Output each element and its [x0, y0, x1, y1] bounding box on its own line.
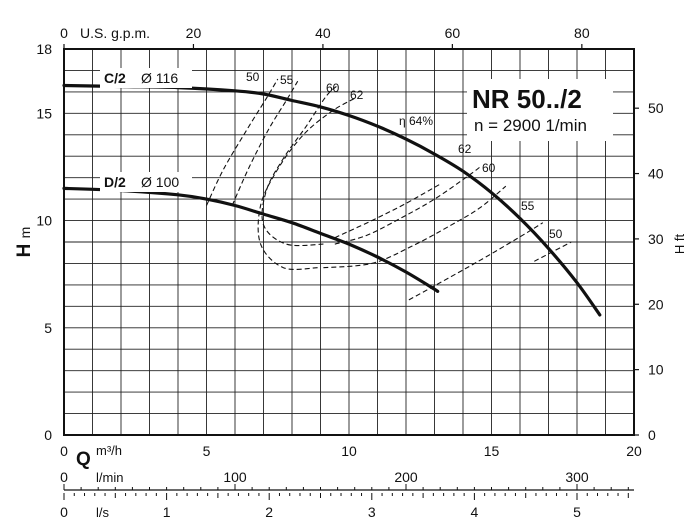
gpm-tick-label: 20: [186, 25, 202, 41]
efficiency-curve-4: [334, 183, 441, 239]
chart-title: NR 50../2: [472, 84, 582, 114]
eff-label-55-right: 55: [521, 199, 535, 213]
q-axis-label: Q: [76, 449, 91, 470]
eff-label-62-left: 62: [350, 88, 364, 102]
c2-label-bg: [100, 68, 192, 88]
q-m3h-tick-label: 5: [203, 443, 211, 459]
efficiency-curve-2: [261, 85, 338, 247]
d2-label-bg: [100, 172, 192, 192]
ls-tick-label: 1: [163, 504, 171, 520]
efficiency-curve-0: [206, 78, 279, 206]
efficiency-curve-1: [231, 80, 299, 206]
chart-grid: [64, 49, 634, 435]
lmin-tick-label: 200: [394, 469, 418, 485]
h-m-axis-label: H m: [14, 227, 35, 258]
head-curve-D2: [62, 186, 440, 293]
eff-label-50-right: 50: [549, 227, 563, 241]
h-m-tick-label: 10: [36, 213, 52, 229]
gpm-tick-label: 0: [60, 25, 68, 41]
q-m3h-tick-label: 10: [341, 443, 357, 459]
h-ft-tick-label: 30: [648, 231, 664, 247]
eff-label-60-left: 60: [326, 81, 340, 95]
h-ft-tick-label: 0: [648, 427, 656, 443]
efficiency-curve-3: [257, 97, 355, 271]
q-m3h-unit-label: m³/h: [96, 443, 122, 458]
eff-label-60-right: 60: [482, 161, 496, 175]
h-m-tick-label: 5: [44, 320, 52, 336]
h-m-tick-label: 15: [36, 105, 52, 121]
q-m3h-tick-label: 0: [60, 443, 68, 459]
gpm-axis-label: U.S. g.p.m.: [80, 25, 150, 41]
ls-axis-label: l/s: [96, 505, 110, 520]
q-m3h-tick-label: 15: [484, 443, 500, 459]
gpm-tick-label: 40: [315, 25, 331, 41]
eff-label-62-right: 62: [458, 142, 472, 156]
d2-diameter-label: Ø 100: [141, 174, 179, 190]
ls-tick-label: 2: [265, 504, 273, 520]
h-ft-tick-label: 10: [648, 362, 664, 378]
d2-curve-label: D/2: [104, 174, 126, 190]
head-curve-C2: [62, 83, 602, 317]
h-ft-tick-label: 20: [648, 296, 664, 312]
ls-tick-label: 0: [60, 504, 68, 520]
gpm-tick-label: 80: [574, 25, 590, 41]
lmin-axis-label: l/min: [96, 470, 123, 485]
efficiency-curve-6: [323, 185, 507, 269]
h-ft-tick-label: 40: [648, 166, 664, 182]
ls-tick-label: 3: [368, 504, 376, 520]
eff-label-64: η 64%: [399, 114, 433, 128]
q-m3h-tick-label: 20: [626, 443, 642, 459]
ls-tick-label: 5: [573, 504, 581, 520]
chart-subtitle: n = 2900 1/min: [474, 116, 587, 135]
head-curves: [62, 83, 602, 317]
c2-curve-label: C/2: [104, 70, 126, 86]
gpm-tick-label: 60: [445, 25, 461, 41]
h-ft-tick-label: 50: [648, 100, 664, 116]
efficiency-curve-5: [334, 166, 481, 245]
efficiency-curve-7: [408, 222, 544, 301]
c2-diameter-label: Ø 116: [141, 70, 178, 86]
lmin-tick-label: 300: [565, 469, 589, 485]
eff-label-55-left: 55: [280, 73, 294, 87]
h-m-tick-label: 18: [36, 41, 52, 57]
plot-frame: [63, 48, 635, 436]
efficiency-curves: [206, 78, 572, 301]
lmin-tick-label: 100: [223, 469, 247, 485]
h-ft-axis-label: H ft: [672, 234, 687, 255]
title-box: [467, 79, 613, 141]
ls-tick-label: 4: [471, 504, 479, 520]
lmin-tick-label: 0: [60, 469, 68, 485]
h-m-tick-label: 0: [44, 427, 52, 443]
eff-label-50-left: 50: [246, 70, 260, 84]
